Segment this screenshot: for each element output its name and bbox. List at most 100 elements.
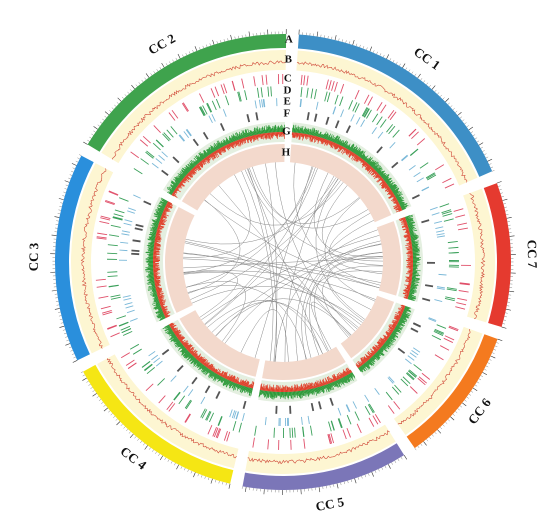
track-g-bar-red <box>212 367 216 372</box>
track-g-bar-green <box>145 252 154 254</box>
track-g-bar-green <box>231 135 235 142</box>
track-g-bar-green <box>188 162 195 168</box>
track-g-bar-red <box>158 296 163 299</box>
track-g-bar-red <box>369 355 372 358</box>
track-g-bar-red <box>321 379 325 386</box>
track-g-bar-green <box>329 134 333 141</box>
tick-cc2 <box>248 31 250 37</box>
track-g-bar-green <box>269 125 271 133</box>
track-g-bar-red <box>386 188 391 192</box>
track-g-bar-red <box>177 335 182 339</box>
track-d-marker <box>433 330 444 336</box>
track-g-bar-green <box>355 150 359 155</box>
track-g-bar-red <box>407 248 413 250</box>
tick-cc6 <box>492 352 495 354</box>
track-g-bar-green <box>404 306 411 309</box>
track-g-bar-green <box>400 205 405 208</box>
track-e-marker <box>161 151 168 158</box>
track-g-bar-green <box>241 132 244 139</box>
track-g-bar-green <box>410 236 419 239</box>
track-g-bar-red <box>387 329 393 334</box>
track-g-bar-green <box>311 388 314 395</box>
track-g-bar-green <box>356 149 362 156</box>
track-g-bar-green <box>301 125 304 134</box>
track-g-bar-green <box>408 228 417 231</box>
track-g-bar-green <box>178 343 183 348</box>
track-g-bar-red <box>342 148 347 155</box>
track-g-bar-green <box>379 348 384 352</box>
track-g-bar-red <box>406 239 412 242</box>
track-g-bar-red <box>260 133 263 140</box>
track-g-bar-red <box>159 299 166 303</box>
track-g-bar-green <box>402 313 408 317</box>
track-g-bar-green <box>204 150 209 156</box>
track-g-bar-green <box>172 337 178 342</box>
track-g-bar-green <box>193 360 199 367</box>
track-g-bar-green <box>308 129 311 135</box>
track-f-marker <box>313 113 318 122</box>
track-g-bar-green <box>297 391 300 397</box>
track-g-bar-green <box>148 277 155 280</box>
track-g-bar-green <box>160 197 169 202</box>
track-g-bar-green <box>235 132 240 140</box>
track-g-bar-red <box>337 144 340 149</box>
track-g-bar-red <box>248 384 251 388</box>
track-g-bar-red <box>164 314 169 318</box>
track-g-bar-green <box>149 233 156 236</box>
track-g-bar-green <box>270 391 272 398</box>
track-g-bar-red <box>372 169 376 173</box>
track-g-bar-red <box>329 141 333 146</box>
track-g-bar-red <box>398 314 402 317</box>
tick-cc2 <box>104 111 110 116</box>
track-e-marker <box>434 299 443 302</box>
track-g-bar-red <box>374 174 380 180</box>
track-g-bar-red <box>163 312 167 315</box>
tick-cc2 <box>209 43 211 46</box>
track-g-bar-red <box>260 385 263 391</box>
track-g-bar-red <box>196 164 202 171</box>
track-g-bar-green <box>151 289 156 291</box>
tick-cc6 <box>426 439 429 442</box>
tick-cc6 <box>459 405 463 408</box>
track-d-marker <box>256 87 260 98</box>
track-g-bar-green <box>314 387 318 396</box>
track-g-bar-green <box>316 130 319 137</box>
track-g-bar-green <box>245 129 249 137</box>
tick-cc3 <box>69 346 72 348</box>
track-g-bar-green <box>373 165 377 169</box>
track-letter-e: E <box>284 96 291 108</box>
track-d-marker <box>254 425 257 436</box>
track-d-marker <box>122 330 133 336</box>
track-g-bar-green <box>152 291 157 294</box>
track-g-bar-green <box>376 351 381 355</box>
track-g-bar-green <box>310 388 313 395</box>
track-g-bar-green <box>410 235 417 238</box>
track-g-bar-red <box>196 354 201 360</box>
track-e-marker <box>233 410 237 419</box>
track-g-bar-green <box>403 310 408 313</box>
track-g-bar-red <box>347 150 351 156</box>
track-g-bar-red <box>232 375 236 382</box>
track-g-bar-green <box>409 291 415 294</box>
tick-cc3 <box>77 157 80 160</box>
tick-cc3 <box>69 174 73 176</box>
track-g-bar-red <box>351 152 354 156</box>
track-c-marker <box>105 199 115 205</box>
track-e-marker <box>200 396 206 405</box>
track-g-bar-green <box>158 211 163 214</box>
track-c-marker <box>107 324 117 330</box>
tick-cc4 <box>176 464 179 470</box>
track-g-bar-green <box>195 361 200 368</box>
track-g-bar-green <box>200 153 205 159</box>
track-g-bar-green <box>226 380 230 388</box>
track-g-bar-green <box>338 379 341 384</box>
track-g-bar-green <box>411 238 418 241</box>
track-g-bar-green <box>198 153 204 160</box>
track-g-bar-red <box>294 384 296 392</box>
synteny-link <box>186 166 314 288</box>
track-g-bar-red <box>175 188 179 191</box>
track-g-bar-green <box>170 333 175 337</box>
track-c-marker <box>380 104 387 114</box>
track-g-bar-red <box>392 195 396 198</box>
track-c-marker <box>443 337 454 343</box>
